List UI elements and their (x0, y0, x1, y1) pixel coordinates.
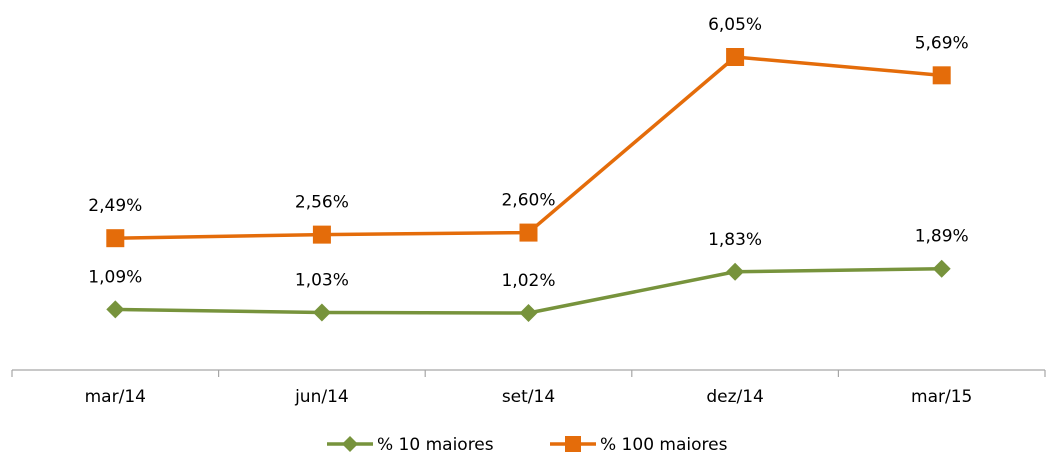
legend-label: % 100 maiores (600, 435, 728, 455)
data-point (519, 223, 538, 242)
series-line (115, 55, 942, 240)
data-point (106, 300, 125, 319)
x-tick-label: set/14 (502, 387, 555, 407)
data-label: 1,03% (295, 270, 349, 290)
data-point (726, 262, 745, 281)
data-label: 5,69% (915, 33, 969, 53)
legend-swatch-marker (342, 436, 358, 452)
data-label: 1,83% (708, 230, 762, 250)
plot-area (106, 48, 951, 322)
data-point (519, 304, 538, 322)
data-point (312, 225, 331, 244)
data-labels: 1,09% 1,03% 1,02% 1,83% 1,89% 2,49% 2,56% 2,60%… (88, 15, 968, 291)
data-label: 1,02% (501, 271, 555, 291)
legend-swatch-marker (565, 436, 581, 452)
data-label: 1,89% (915, 227, 969, 247)
legend: % 10 maiores % 100 maiores (327, 435, 728, 455)
legend-label: % 10 maiores (377, 435, 494, 455)
x-tick-label: mar/15 (911, 387, 972, 407)
data-point (932, 259, 951, 278)
data-label: 2,60% (501, 191, 555, 211)
data-label: 2,56% (295, 193, 349, 213)
data-point (932, 66, 951, 85)
x-tick-label: mar/14 (85, 387, 146, 407)
data-label: 2,49% (88, 196, 142, 216)
data-point (106, 229, 125, 248)
data-label: 6,05% (708, 15, 762, 35)
x-tick-label: jun/14 (294, 387, 349, 407)
x-tick-label: dez/14 (706, 387, 764, 407)
legend-item: % 10 maiores (327, 435, 494, 455)
data-point (312, 303, 331, 322)
data-point (726, 48, 745, 66)
x-axis: mar/14 jun/14 set/14 dez/14 mar/15 (11, 369, 1046, 407)
legend-item: % 100 maiores (550, 435, 728, 455)
data-label: 1,09% (88, 267, 142, 287)
